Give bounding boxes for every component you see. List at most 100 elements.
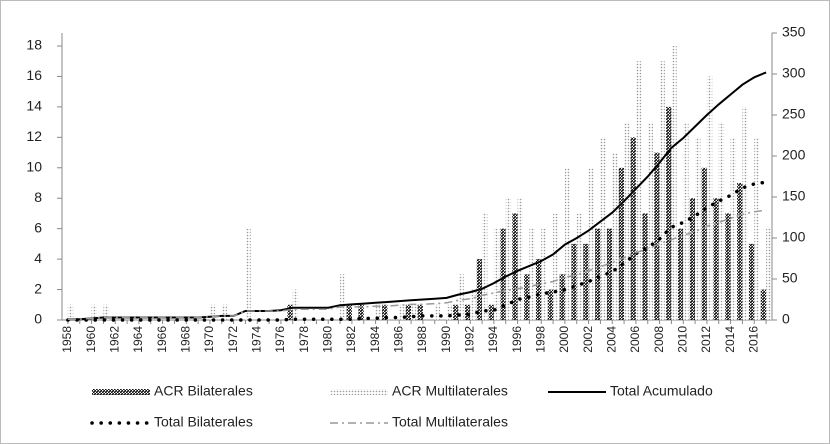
bar bbox=[512, 213, 518, 320]
bar bbox=[505, 198, 512, 320]
bar bbox=[500, 228, 506, 320]
bar bbox=[760, 289, 767, 320]
bar bbox=[666, 106, 672, 320]
x-tick-label: 1986 bbox=[391, 326, 405, 353]
x-tick-label: 1988 bbox=[415, 326, 429, 353]
y2-tick-label: 150 bbox=[782, 188, 806, 204]
bar bbox=[737, 183, 743, 320]
bar bbox=[464, 304, 471, 320]
x-tick-label: 1960 bbox=[84, 326, 98, 353]
x-tick-label: 1998 bbox=[533, 326, 547, 353]
bar bbox=[695, 137, 701, 320]
bar bbox=[683, 122, 689, 320]
y2-tick-label: 250 bbox=[782, 106, 806, 122]
bar bbox=[583, 243, 589, 320]
x-tick-label: 1970 bbox=[202, 326, 216, 353]
y2-tick-label: 50 bbox=[782, 270, 798, 286]
y-tick-label: 14 bbox=[26, 98, 42, 114]
y2-tick-label: 350 bbox=[782, 24, 806, 40]
bar bbox=[689, 198, 696, 320]
legend-label: Total Bilaterales bbox=[154, 414, 253, 430]
bar bbox=[221, 304, 228, 320]
bar bbox=[453, 304, 459, 320]
bar bbox=[493, 228, 500, 320]
y-tick-label: 12 bbox=[26, 128, 42, 144]
x-tick-label: 1996 bbox=[510, 326, 524, 353]
bar bbox=[245, 228, 251, 320]
x-tick-label: 1992 bbox=[462, 326, 476, 353]
legend-label: ACR Bilaterales bbox=[154, 383, 253, 399]
bar bbox=[654, 152, 660, 320]
bar bbox=[635, 61, 642, 320]
bar bbox=[754, 137, 760, 320]
x-tick-label: 1966 bbox=[155, 326, 169, 353]
bar bbox=[559, 274, 565, 320]
bar bbox=[677, 228, 684, 320]
bar bbox=[547, 289, 554, 320]
x-tick-label: 1982 bbox=[344, 326, 358, 353]
x-tick-label: 2012 bbox=[699, 326, 713, 353]
bar bbox=[571, 243, 577, 320]
x-tick-label: 1962 bbox=[107, 326, 121, 353]
bar bbox=[470, 289, 476, 320]
bar bbox=[358, 304, 364, 320]
x-tick-label: 2006 bbox=[628, 326, 642, 353]
bar bbox=[618, 167, 625, 320]
x-tick-label: 2010 bbox=[675, 326, 689, 353]
y2-tick-label: 100 bbox=[782, 229, 806, 245]
bar bbox=[553, 213, 559, 320]
legend-swatch bbox=[330, 389, 388, 395]
bar bbox=[399, 304, 405, 320]
bar bbox=[730, 137, 736, 320]
bar bbox=[517, 198, 523, 320]
x-tick-label: 1976 bbox=[273, 326, 287, 353]
y-tick-label: 0 bbox=[34, 311, 42, 327]
bar bbox=[434, 304, 441, 320]
x-tick-label: 1990 bbox=[439, 326, 453, 353]
bar bbox=[458, 274, 464, 320]
bar bbox=[340, 274, 346, 320]
x-tick-label: 2000 bbox=[557, 326, 571, 353]
legend-label: ACR Multilaterales bbox=[392, 383, 508, 399]
bar bbox=[346, 304, 352, 320]
bar bbox=[612, 152, 618, 320]
bar bbox=[446, 304, 452, 320]
bar bbox=[606, 228, 613, 320]
bar bbox=[659, 61, 665, 320]
y-tick-label: 18 bbox=[26, 37, 42, 53]
bar bbox=[642, 213, 648, 320]
bar bbox=[524, 274, 530, 320]
bar bbox=[766, 228, 772, 320]
bar bbox=[630, 137, 636, 320]
x-tick-label: 2002 bbox=[581, 326, 595, 353]
bar bbox=[706, 76, 713, 320]
x-tick-label: 2014 bbox=[723, 326, 737, 353]
bar bbox=[541, 228, 547, 320]
legend-label: Total Multilaterales bbox=[392, 414, 508, 430]
bar bbox=[600, 137, 606, 320]
y-tick-label: 10 bbox=[26, 158, 42, 174]
bar bbox=[417, 304, 423, 320]
x-tick-label: 2004 bbox=[604, 326, 618, 353]
y-tick-label: 4 bbox=[34, 250, 42, 266]
bar bbox=[405, 304, 412, 320]
y2-tick-label: 0 bbox=[782, 311, 790, 327]
bar bbox=[701, 167, 707, 320]
bar bbox=[624, 122, 630, 320]
x-tick-label: 1972 bbox=[226, 326, 240, 353]
bar bbox=[742, 106, 748, 320]
bar bbox=[748, 243, 755, 320]
x-tick-label: 1980 bbox=[320, 326, 334, 353]
bar bbox=[671, 46, 677, 320]
x-tick-label: 2016 bbox=[746, 326, 760, 353]
bar bbox=[576, 213, 583, 320]
series-line bbox=[67, 71, 767, 321]
bar bbox=[91, 304, 97, 320]
bar bbox=[287, 304, 293, 320]
x-tick-label: 1984 bbox=[368, 326, 382, 353]
bar bbox=[103, 304, 109, 320]
bar bbox=[292, 289, 299, 320]
bar bbox=[595, 228, 601, 320]
y-tick-label: 2 bbox=[34, 280, 42, 296]
